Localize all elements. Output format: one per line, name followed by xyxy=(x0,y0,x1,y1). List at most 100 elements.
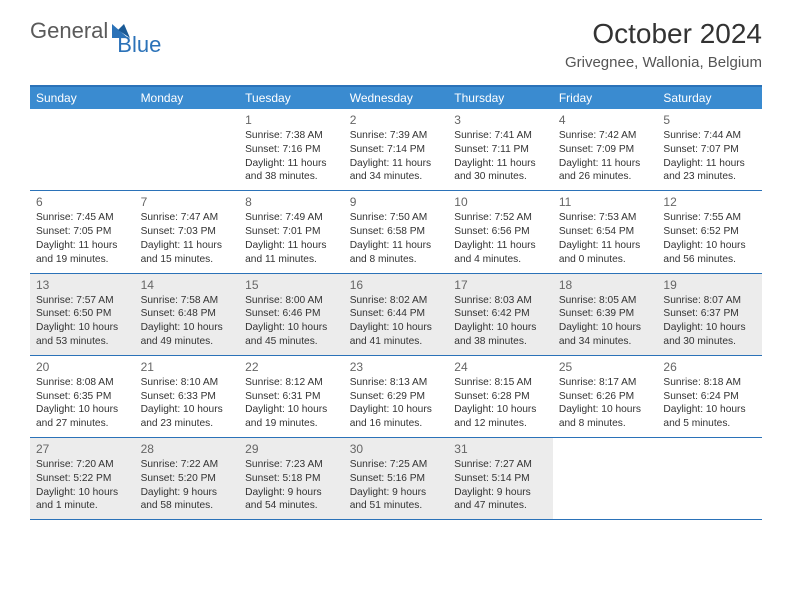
day-number: 19 xyxy=(663,277,756,293)
week-row: 6Sunrise: 7:45 AMSunset: 7:05 PM Daylight… xyxy=(30,191,762,273)
daylight-text: Daylight: 11 hours and 23 minutes. xyxy=(663,157,756,185)
day-number: 30 xyxy=(350,441,443,457)
day-cell-25: 25Sunrise: 8:17 AMSunset: 6:26 PMDayligh… xyxy=(553,356,658,437)
daylight-text: Daylight: 11 hours and 26 minutes. xyxy=(559,157,652,185)
sunrise-text: Sunrise: 7:57 AM xyxy=(36,294,129,308)
sunrise-text: Sunrise: 8:10 AM xyxy=(141,376,234,390)
daylight-text: Daylight: 9 hours and 47 minutes. xyxy=(454,486,547,514)
week-row: 13Sunrise: 7:57 AMSunset: 6:50 PMDayligh… xyxy=(30,274,762,356)
day-cell-26: 26Sunrise: 8:18 AMSunset: 6:24 PMDayligh… xyxy=(657,356,762,437)
daylight-text: Daylight: 11 hours and 4 minutes. xyxy=(454,239,547,267)
day-number: 17 xyxy=(454,277,547,293)
sunrise-text: Sunrise: 7:55 AM xyxy=(663,211,756,225)
day-cell-21: 21Sunrise: 8:10 AMSunset: 6:33 PMDayligh… xyxy=(135,356,240,437)
sunset-text: Sunset: 6:26 PM xyxy=(559,390,652,404)
day-number: 25 xyxy=(559,359,652,375)
sunrise-text: Sunrise: 7:23 AM xyxy=(245,458,338,472)
sunrise-text: Sunrise: 7:50 AM xyxy=(350,211,443,225)
sunrise-text: Sunrise: 8:17 AM xyxy=(559,376,652,390)
sunset-text: Sunset: 6:28 PM xyxy=(454,390,547,404)
sunset-text: Sunset: 6:24 PM xyxy=(663,390,756,404)
sunset-text: Sunset: 6:50 PM xyxy=(36,307,129,321)
sunrise-text: Sunrise: 8:15 AM xyxy=(454,376,547,390)
weekday-header-wednesday: Wednesday xyxy=(344,87,449,109)
sunrise-text: Sunrise: 8:02 AM xyxy=(350,294,443,308)
sunrise-text: Sunrise: 8:13 AM xyxy=(350,376,443,390)
day-cell-3: 3Sunrise: 7:41 AMSunset: 7:11 PMDaylight… xyxy=(448,109,553,190)
sunset-text: Sunset: 7:03 PM xyxy=(141,225,234,239)
daylight-text: Daylight: 10 hours and 5 minutes. xyxy=(663,403,756,431)
daylight-text: Daylight: 11 hours and 38 minutes. xyxy=(245,157,338,185)
sunrise-text: Sunrise: 7:52 AM xyxy=(454,211,547,225)
weekday-header-monday: Monday xyxy=(135,87,240,109)
day-number: 18 xyxy=(559,277,652,293)
weekday-header-saturday: Saturday xyxy=(657,87,762,109)
sunset-text: Sunset: 6:48 PM xyxy=(141,307,234,321)
day-number: 9 xyxy=(350,194,443,210)
day-number: 21 xyxy=(141,359,234,375)
calendar-grid: SundayMondayTuesdayWednesdayThursdayFrid… xyxy=(30,85,762,520)
sunset-text: Sunset: 5:20 PM xyxy=(141,472,234,486)
day-number: 4 xyxy=(559,112,652,128)
sunrise-text: Sunrise: 8:12 AM xyxy=(245,376,338,390)
day-number: 16 xyxy=(350,277,443,293)
daylight-text: Daylight: 11 hours and 34 minutes. xyxy=(350,157,443,185)
day-cell-5: 5Sunrise: 7:44 AMSunset: 7:07 PMDaylight… xyxy=(657,109,762,190)
sunrise-text: Sunrise: 7:42 AM xyxy=(559,129,652,143)
day-cell-7: 7Sunrise: 7:47 AMSunset: 7:03 PMDaylight… xyxy=(135,191,240,272)
day-cell-1: 1Sunrise: 7:38 AMSunset: 7:16 PMDaylight… xyxy=(239,109,344,190)
daylight-text: Daylight: 11 hours and 8 minutes. xyxy=(350,239,443,267)
sunrise-text: Sunrise: 7:22 AM xyxy=(141,458,234,472)
sunrise-text: Sunrise: 8:18 AM xyxy=(663,376,756,390)
sunset-text: Sunset: 6:58 PM xyxy=(350,225,443,239)
day-number: 15 xyxy=(245,277,338,293)
daylight-text: Daylight: 11 hours and 15 minutes. xyxy=(141,239,234,267)
sunset-text: Sunset: 6:52 PM xyxy=(663,225,756,239)
day-cell-6: 6Sunrise: 7:45 AMSunset: 7:05 PMDaylight… xyxy=(30,191,135,272)
sunset-text: Sunset: 7:16 PM xyxy=(245,143,338,157)
sunrise-text: Sunrise: 7:47 AM xyxy=(141,211,234,225)
sunset-text: Sunset: 5:18 PM xyxy=(245,472,338,486)
daylight-text: Daylight: 10 hours and 23 minutes. xyxy=(141,403,234,431)
weekday-header-friday: Friday xyxy=(553,87,658,109)
sunrise-text: Sunrise: 8:00 AM xyxy=(245,294,338,308)
day-number: 28 xyxy=(141,441,234,457)
page-header: General Blue October 2024 Grivegnee, Wal… xyxy=(0,0,792,77)
day-cell-16: 16Sunrise: 8:02 AMSunset: 6:44 PMDayligh… xyxy=(344,274,449,355)
day-number: 27 xyxy=(36,441,129,457)
sunset-text: Sunset: 7:09 PM xyxy=(559,143,652,157)
sunset-text: Sunset: 7:05 PM xyxy=(36,225,129,239)
sunset-text: Sunset: 6:46 PM xyxy=(245,307,338,321)
day-cell-4: 4Sunrise: 7:42 AMSunset: 7:09 PMDaylight… xyxy=(553,109,658,190)
daylight-text: Daylight: 9 hours and 54 minutes. xyxy=(245,486,338,514)
daylight-text: Daylight: 10 hours and 27 minutes. xyxy=(36,403,129,431)
sunrise-text: Sunrise: 7:58 AM xyxy=(141,294,234,308)
sunrise-text: Sunrise: 7:20 AM xyxy=(36,458,129,472)
day-cell-11: 11Sunrise: 7:53 AMSunset: 6:54 PMDayligh… xyxy=(553,191,658,272)
daylight-text: Daylight: 10 hours and 16 minutes. xyxy=(350,403,443,431)
daylight-text: Daylight: 10 hours and 38 minutes. xyxy=(454,321,547,349)
sunset-text: Sunset: 7:14 PM xyxy=(350,143,443,157)
logo-text-blue: Blue xyxy=(117,32,161,58)
week-row: 1Sunrise: 7:38 AMSunset: 7:16 PMDaylight… xyxy=(30,109,762,191)
sunrise-text: Sunrise: 7:45 AM xyxy=(36,211,129,225)
sunset-text: Sunset: 6:37 PM xyxy=(663,307,756,321)
sunrise-text: Sunrise: 7:44 AM xyxy=(663,129,756,143)
day-number: 29 xyxy=(245,441,338,457)
sunrise-text: Sunrise: 7:25 AM xyxy=(350,458,443,472)
daylight-text: Daylight: 10 hours and 8 minutes. xyxy=(559,403,652,431)
day-number: 24 xyxy=(454,359,547,375)
location-text: Grivegnee, Wallonia, Belgium xyxy=(565,54,762,71)
weekday-header-thursday: Thursday xyxy=(448,87,553,109)
sunrise-text: Sunrise: 7:53 AM xyxy=(559,211,652,225)
sunrise-text: Sunrise: 8:08 AM xyxy=(36,376,129,390)
day-number: 1 xyxy=(245,112,338,128)
title-block: October 2024 Grivegnee, Wallonia, Belgiu… xyxy=(565,18,762,71)
day-cell-empty xyxy=(30,109,135,190)
logo-text-general: General xyxy=(30,18,108,44)
day-number: 3 xyxy=(454,112,547,128)
logo: General Blue xyxy=(30,18,179,44)
daylight-text: Daylight: 11 hours and 0 minutes. xyxy=(559,239,652,267)
day-cell-23: 23Sunrise: 8:13 AMSunset: 6:29 PMDayligh… xyxy=(344,356,449,437)
day-number: 6 xyxy=(36,194,129,210)
